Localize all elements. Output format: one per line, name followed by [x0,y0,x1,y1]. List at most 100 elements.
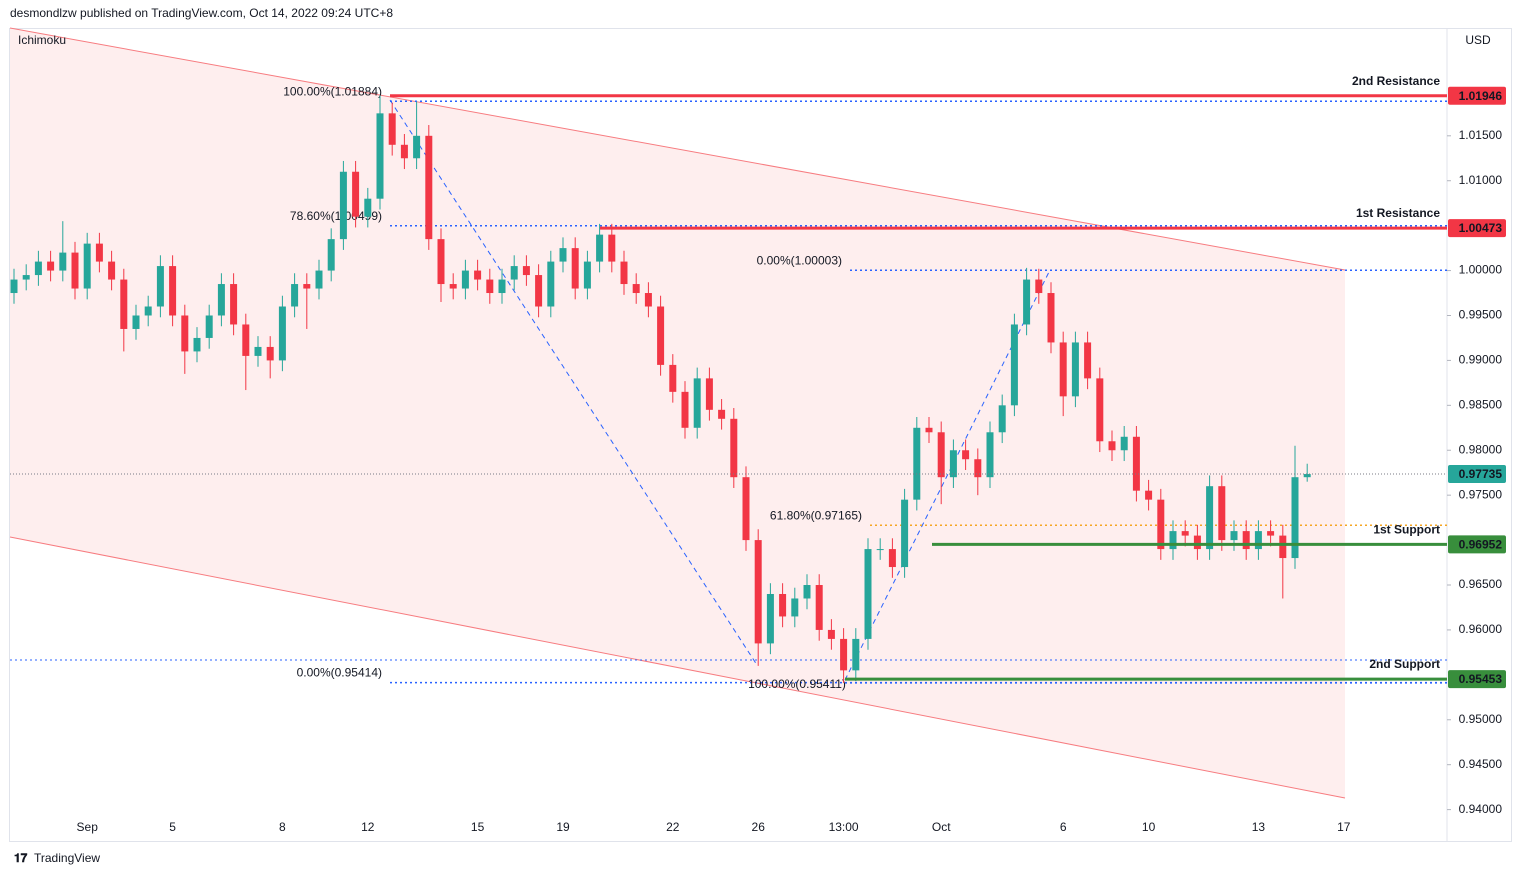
candle-body [254,346,262,356]
y-tick-label: 0.94500 [1459,757,1503,771]
level-name: 2nd Support [1369,657,1440,671]
y-tick-label: 1.00000 [1459,263,1503,277]
candle-body [242,324,250,356]
candle-body [108,261,116,280]
y-tick-label: 0.98000 [1459,442,1503,456]
y-tick-label: 0.94000 [1459,802,1503,816]
candle-body [144,306,152,316]
level-box [1448,670,1506,689]
level-box [1448,535,1506,554]
frame [9,28,1512,842]
candle-body [1254,531,1262,550]
y-tick-label: 1.01000 [1459,173,1503,187]
x-tick-label: 13 [1252,820,1266,834]
candle-body [1230,531,1238,541]
x-tick-label: 6 [1060,820,1067,834]
candle-body [364,198,372,217]
candle-body [535,275,543,307]
candle-body [1108,441,1116,451]
candle-body [461,270,469,289]
candle-body [657,306,665,365]
candle-body [632,284,640,294]
candle-body [34,261,42,276]
candle-body [1023,279,1031,325]
candle-body [1047,293,1055,343]
channel-upper [9,27,1346,271]
candle-body [815,585,823,630]
candle-body [449,284,457,289]
candle-body [400,144,408,159]
candle-body [278,306,286,361]
candle-body [693,378,701,428]
candle-body [620,261,628,285]
candle-body [1120,436,1128,451]
candle-body [986,432,994,478]
channel-lower [9,536,1346,799]
level-price: 1.01946 [1459,89,1503,103]
x-tick-label: Oct [932,820,951,834]
candle-body [608,234,616,262]
candle-body [425,135,433,240]
candle-body [1132,436,1140,491]
candle-body [547,261,555,307]
candle-body [303,284,311,289]
candle-body [156,266,164,307]
level-price: 0.96952 [1459,538,1503,552]
candle-body [1279,535,1287,559]
candle-body [681,391,689,428]
candle-body [230,284,238,325]
candle-body [1035,279,1043,294]
candle-body [413,135,421,159]
candle-body [1169,531,1177,550]
candle-body [205,315,213,338]
level-box [1448,219,1506,238]
currency: USD [1465,33,1491,47]
x-tick-label: Sep [77,820,99,834]
candle-body [791,598,799,617]
y-tick-label: 0.98500 [1459,398,1503,412]
candle-body [352,171,360,217]
candle-body [486,279,494,294]
candle-body [1181,531,1189,536]
candle-body [1206,486,1214,550]
candle-body [718,409,726,419]
level-price: 0.95453 [1459,672,1503,686]
y-tick-label: 0.97500 [1459,487,1503,501]
candle-body [1193,535,1201,550]
fib-label: 100.00%(0.95411) [748,677,846,691]
candle-body [181,315,189,352]
candle-body [83,243,91,289]
candle-body [742,477,750,541]
candle-body [803,585,811,599]
candle-body [1071,342,1079,397]
candle-body [827,629,835,639]
level-box [1448,86,1506,105]
candle-body [120,279,128,329]
candle-body [876,549,884,551]
candle-body [559,248,567,262]
candle-body [925,427,933,433]
candle-body [949,450,957,478]
last-price-label: 0.97735 [1459,467,1503,481]
y-tick-label: 0.99500 [1459,308,1503,322]
brand-logo: 𝟏𝟕 [14,851,28,865]
y-tick-label: 1.01500 [1459,128,1503,142]
fib-label: 100.00%(1.01884) [283,84,382,98]
candle-body [1096,378,1104,442]
y-tick-label: 0.99000 [1459,353,1503,367]
candle-body [888,549,896,568]
candle-body [71,252,79,289]
candle-body [1145,490,1153,500]
x-tick-label: 15 [471,820,485,834]
candle-body [913,427,921,500]
candle-body [974,459,982,478]
x-tick-label: 22 [666,820,680,834]
candle-body [864,549,872,639]
x-tick-label: 8 [279,820,286,834]
candle-body [266,346,274,361]
candle-body [852,638,860,671]
candle-body [132,315,140,329]
candle-body [571,248,579,289]
